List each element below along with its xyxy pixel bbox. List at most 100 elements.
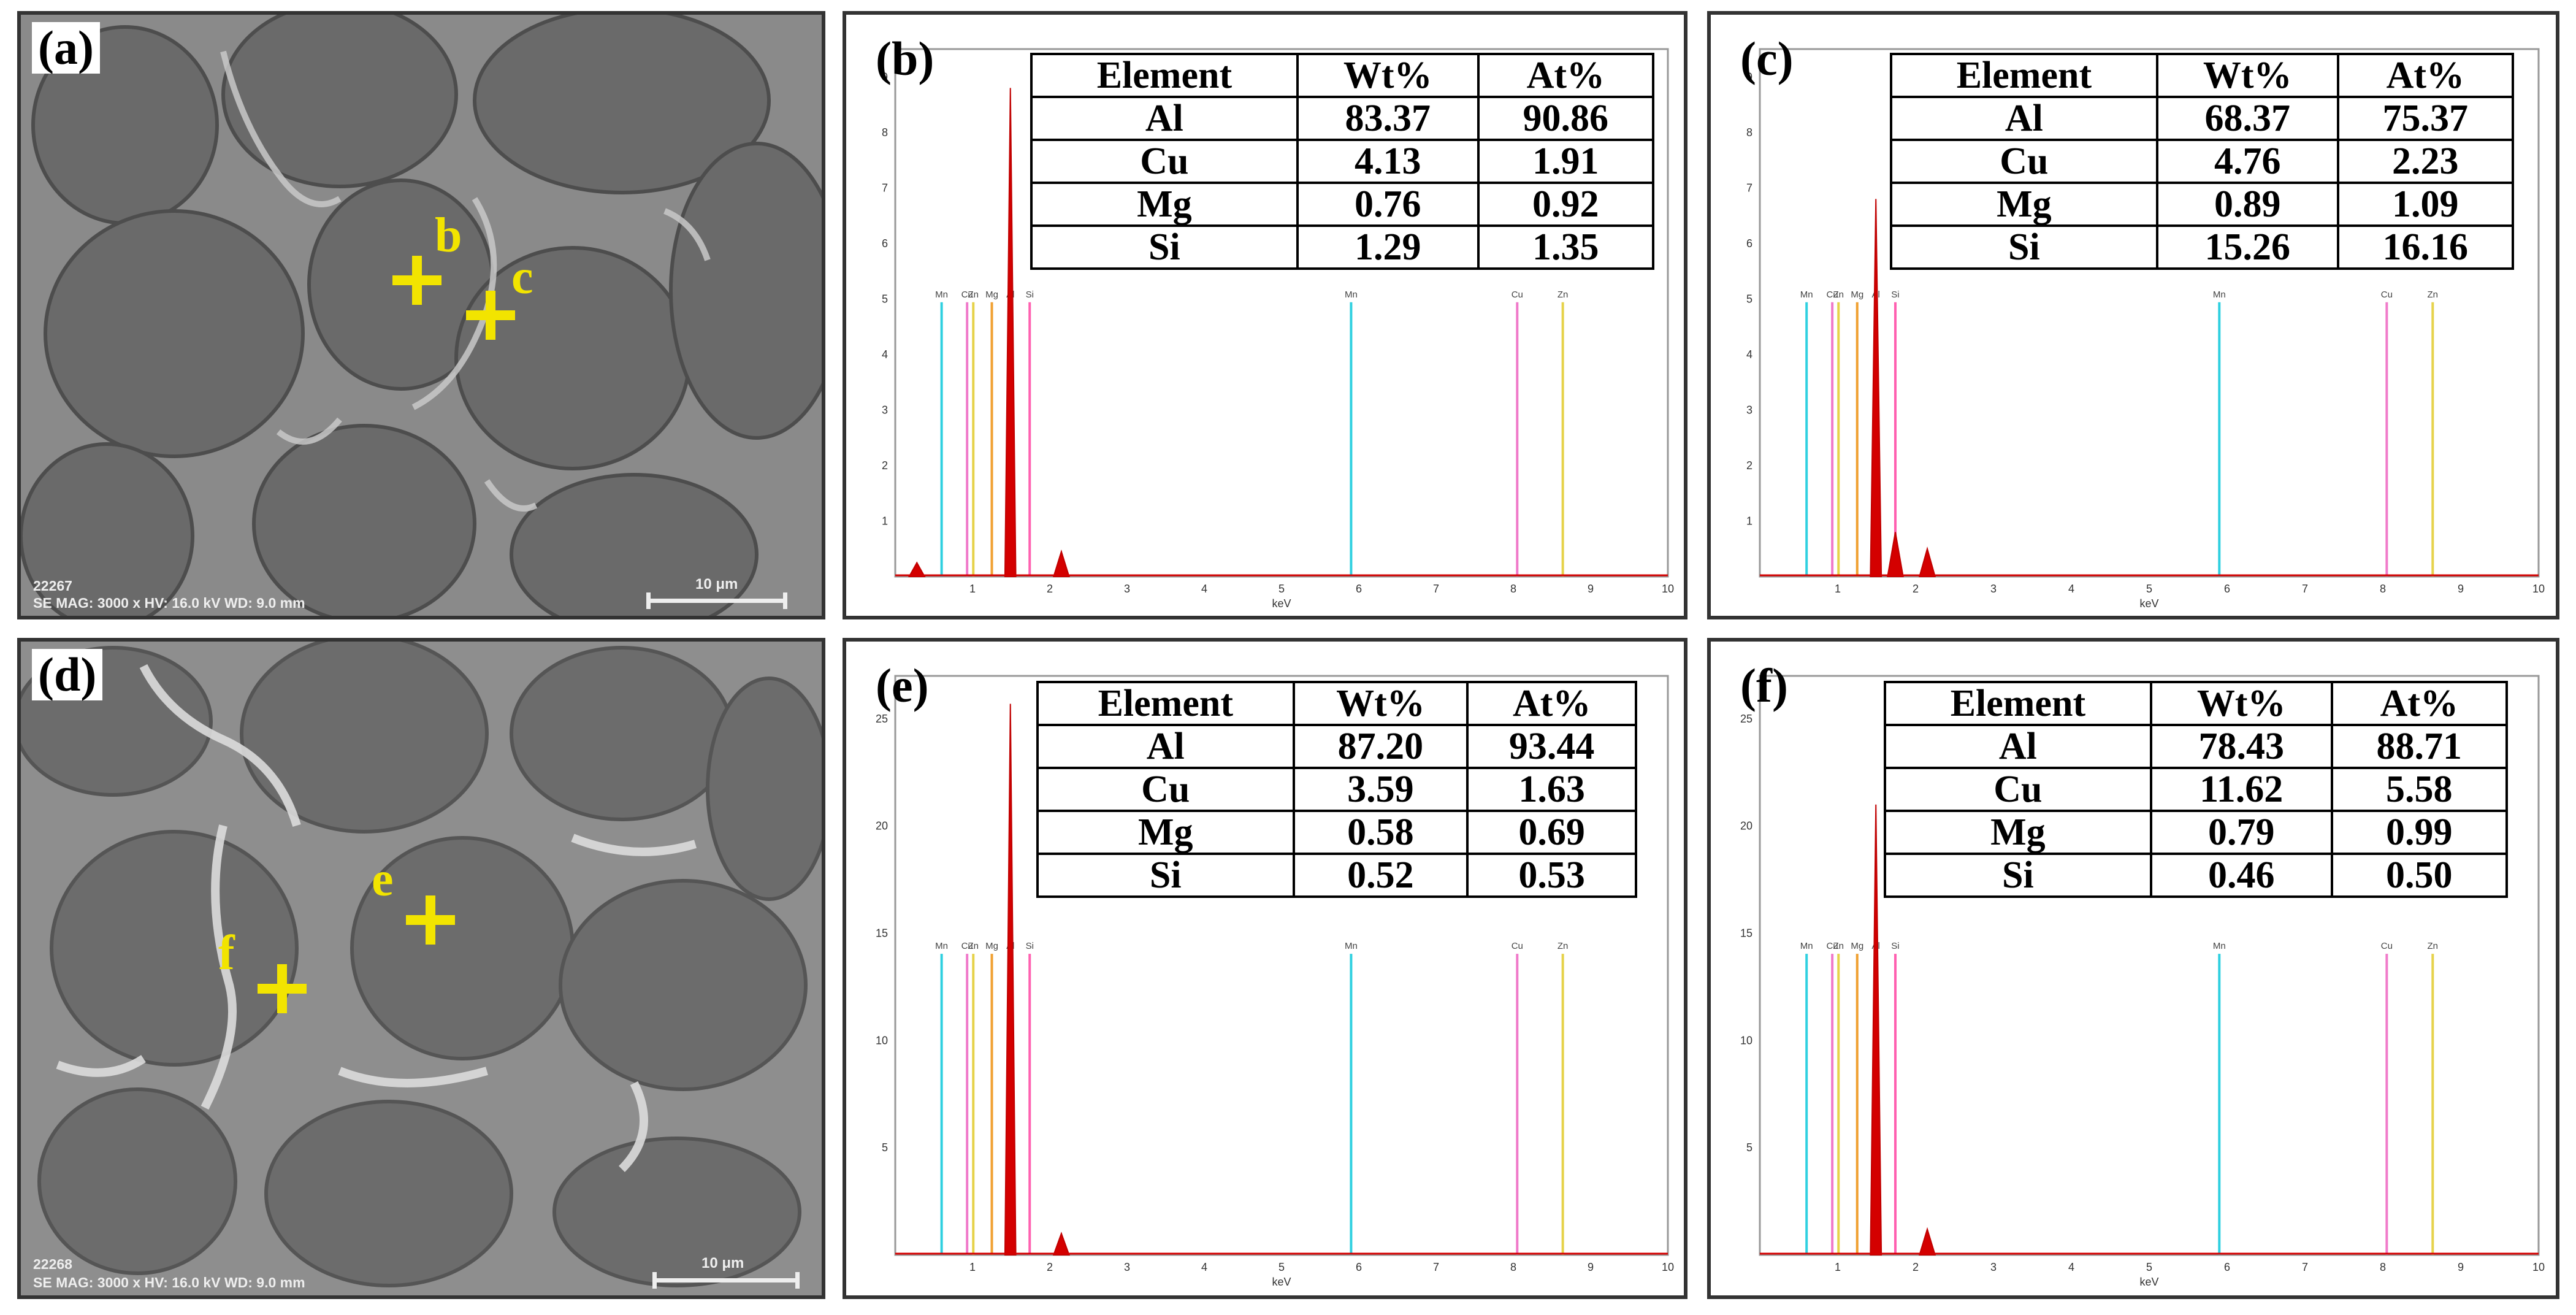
table-row: Mg 0.76 0.92 [1030,182,1655,227]
cell-element: Mg [1890,182,2158,227]
cell-element: Si [1890,224,2158,270]
panel-label-d: (d) [32,649,103,700]
element-line-label: Cu [961,289,973,300]
cell-wt: 0.52 [1292,853,1469,898]
cell-element: Si [1884,853,2152,898]
spectrum-peak [1919,1227,1936,1256]
x-tick-label: 7 [1433,583,1439,595]
sem-info-id-d: 22268 [33,1256,72,1272]
x-tick-label: 3 [1990,583,1997,595]
element-line-label: Mg [1851,289,1863,300]
x-tick-label: 4 [2068,583,2074,595]
x-tick-label: 9 [2458,1261,2464,1273]
x-tick-label: 4 [1201,1261,1207,1273]
element-line-label: Cu [1512,941,1523,951]
cell-element: Al [1890,96,2158,141]
panel-label-c: (c) [1740,32,1794,85]
x-axis-label: keV [2139,1276,2158,1288]
x-tick-label: 9 [2458,583,2464,595]
cell-at: 1.63 [1466,767,1637,812]
element-line-label: Zn [968,289,979,300]
x-tick-label: 4 [1201,583,1207,595]
y-tick-label: 15 [876,927,888,940]
y-tick-label: 25 [1740,713,1752,725]
x-tick-label: 1 [1835,583,1841,595]
spectrum-peak [1870,804,1882,1256]
element-line-label: Mg [1851,941,1863,951]
x-tick-label: 2 [1047,583,1053,595]
cell-at: 90.86 [1477,96,1655,141]
marker-cross-e [406,895,455,945]
cell-element: Si [1036,853,1295,898]
cell-at: 0.69 [1466,810,1637,855]
table-row: Al 68.37 75.37 [1890,96,2515,141]
table-header-at: At% [2336,53,2515,98]
sem-info-line-d: SE MAG: 3000 x HV: 16.0 kV WD: 9.0 mm [33,1275,305,1290]
x-tick-label: 7 [2302,583,2308,595]
cell-element: Mg [1884,810,2152,855]
x-tick-label: 3 [1990,1261,1997,1273]
sem-panel-a: (a) b c 22267 SE MAG: 3000 x HV: 16.0 kV… [17,11,825,619]
marker-label-c: c [511,250,533,304]
x-tick-label: 2 [1913,1261,1919,1273]
table-row: Cu 4.13 1.91 [1030,139,1655,184]
x-tick-label: 3 [1124,1261,1130,1273]
x-axis-label: keV [2139,597,2158,610]
element-line-label: Mn [2213,289,2226,300]
x-tick-label: 6 [1356,583,1362,595]
cell-at: 1.09 [2336,182,2515,227]
panel-label-b: (b) [876,32,934,85]
cell-element: Al [1030,96,1299,141]
element-line-label: Cu [2381,289,2393,300]
marker-label-e: e [372,853,394,907]
marker-label-b: b [435,209,462,263]
table-row: Si 0.46 0.50 [1884,853,2509,898]
cell-at: 1.91 [1477,139,1655,184]
eds-panel-e: 12345678910510152025keVMnCuZnMgAlSiMnCuZ… [843,638,1687,1299]
element-line-label: Cu [2381,941,2393,951]
eds-panel-c: 12345678910123456789keVMnCuZnMgAlSiMnCuZ… [1707,11,2559,619]
marker-cross-f [258,964,307,1013]
x-tick-label: 6 [1356,1261,1362,1273]
eds-chart-f: 12345678910510152025keVMnCuZnMgAlSiMnCuZ… [1740,675,2545,1288]
x-tick-label: 1 [1835,1261,1841,1273]
cell-at: 0.53 [1466,853,1637,898]
x-tick-label: 8 [1510,1261,1516,1273]
table-header-element: Element [1030,53,1299,98]
element-line-label: Zn [2428,941,2439,951]
element-line-label: Mn [2213,941,2226,951]
y-tick-label: 10 [876,1034,888,1046]
cell-at: 0.50 [2330,853,2509,898]
x-tick-label: 5 [1278,1261,1285,1273]
spectrum-peak [1052,549,1070,577]
table-header-wt: Wt% [1292,681,1469,726]
x-tick-label: 7 [1433,1261,1439,1273]
table-row: Al 78.43 88.71 [1884,724,2509,769]
sem-info-id-a: 22267 [33,578,72,594]
eds-chart-b: 12345678910123456789keVMnCuZnMgAlSiMnCuZ… [882,48,1674,610]
y-tick-label: 20 [876,820,888,832]
table-row: Mg 0.89 1.09 [1890,182,2515,227]
cell-at: 0.99 [2330,810,2509,855]
cell-element: Cu [1036,767,1295,812]
marker-cross-b [392,256,441,305]
y-tick-label: 3 [882,404,888,416]
cell-element: Cu [1890,139,2158,184]
element-line-label: Mg [985,289,998,300]
cell-element: Mg [1036,810,1295,855]
y-tick-label: 7 [1746,182,1752,194]
sem-info-line-a: SE MAG: 3000 x HV: 16.0 kV WD: 9.0 mm [33,595,305,611]
scale-label-d: 10 μm [701,1255,744,1271]
element-line-label: Si [1891,941,1899,951]
spectrum-peak [1887,532,1904,577]
table-header-wt: Wt% [2149,681,2333,726]
composition-table-e: Element Wt% At% Al 87.20 93.44 Cu 3.59 1.63 … [1036,681,1637,898]
spectrum-peak [1004,704,1017,1256]
spectrum-peak [1919,546,1936,577]
cell-element: Mg [1030,182,1299,227]
element-line-label: Si [1026,289,1034,300]
scale-label-a: 10 μm [695,576,738,592]
element-line-label: Mn [1800,289,1813,300]
element-line-label: Zn [2428,289,2439,300]
element-line-label: Zn [1557,941,1569,951]
